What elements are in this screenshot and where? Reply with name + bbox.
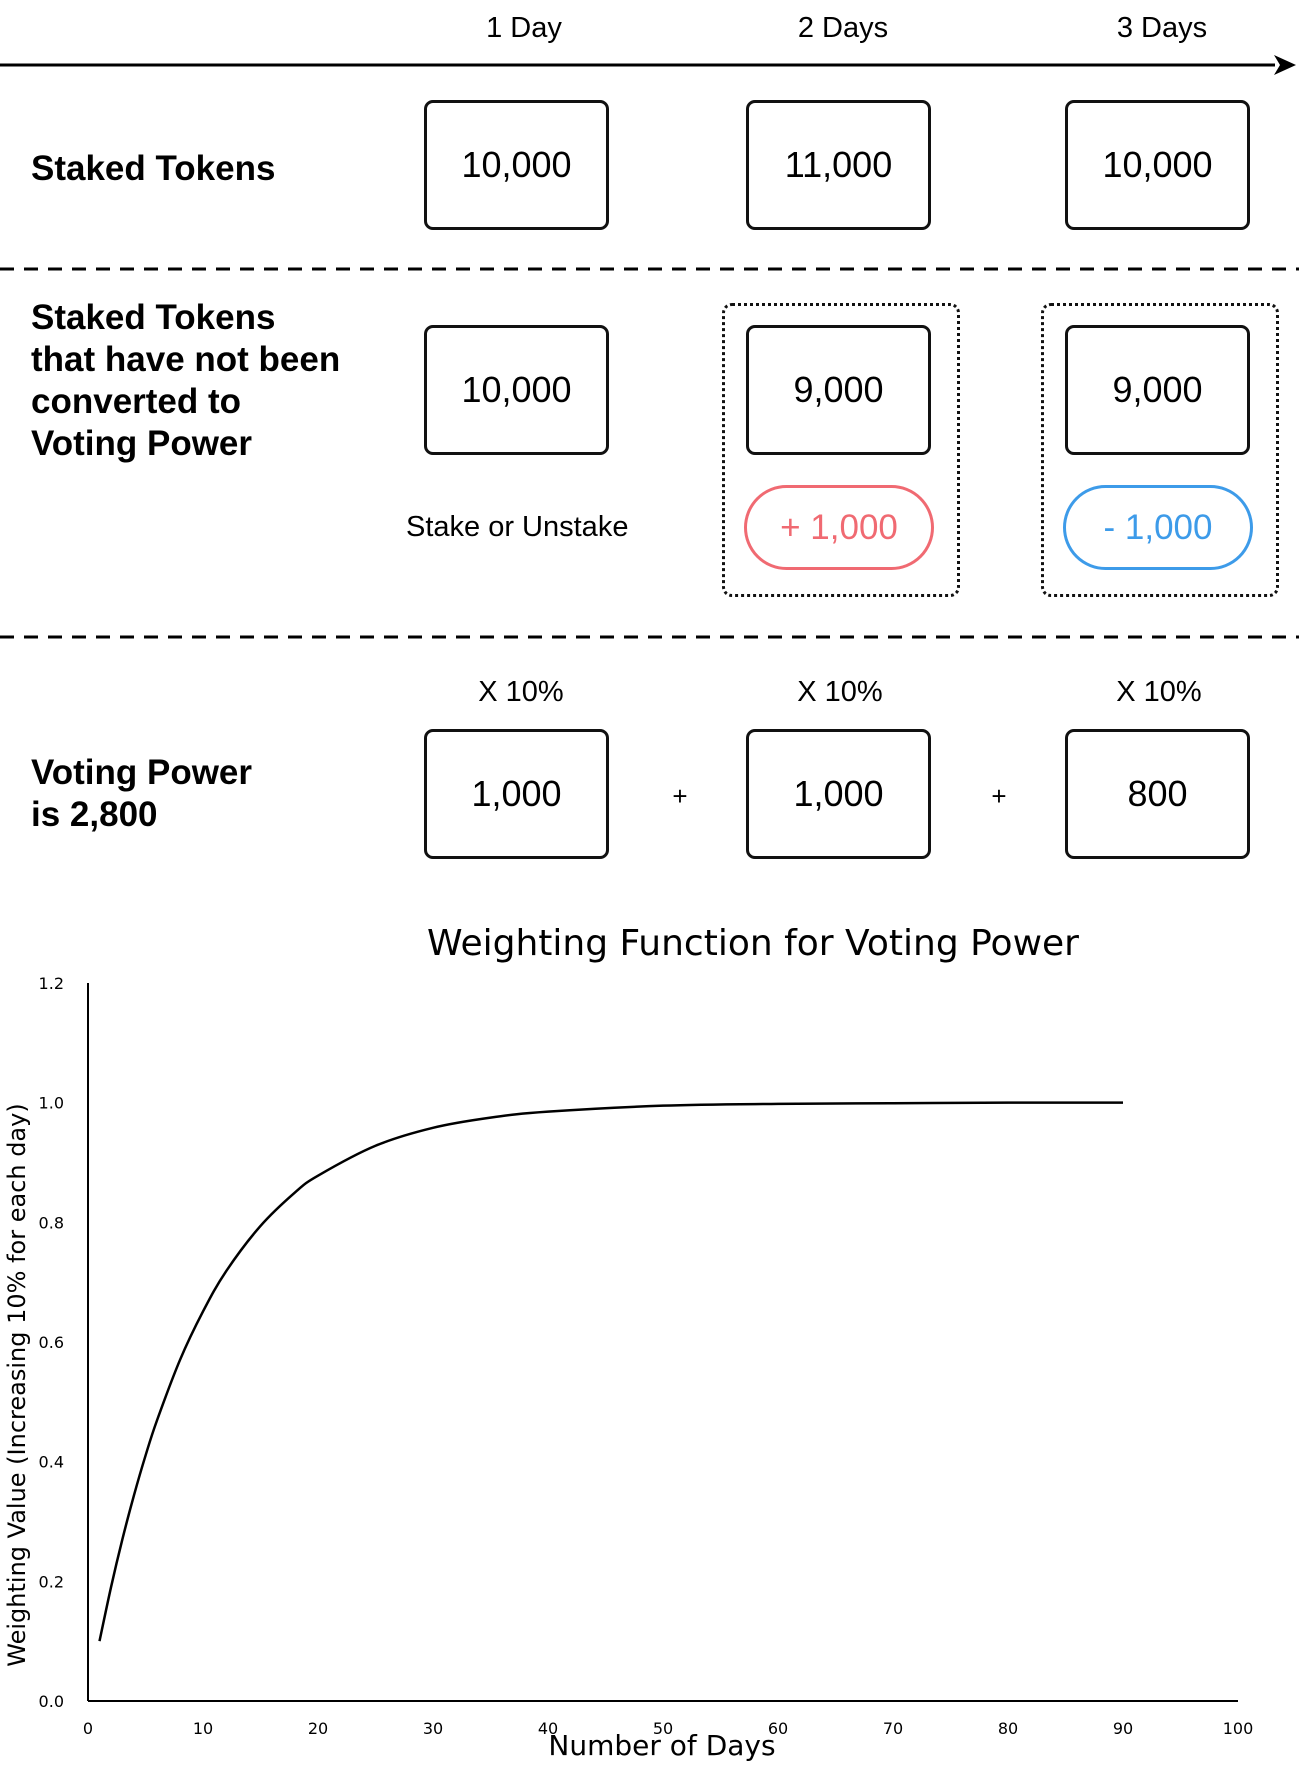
voting-box-day2: 1,000 [746,729,931,859]
chart-title: Weighting Function for Voting Power [427,923,1079,964]
day-label-3: 3 Days [1116,12,1208,44]
x-tick-label: 90 [1113,1719,1133,1738]
voting-title-line-2: is 2,800 [31,795,158,834]
unconverted-box-day3: 9,000 [1065,325,1250,455]
x-tick-label: 30 [423,1719,443,1738]
staked-box-day3: 10,000 [1065,100,1250,230]
x-tick-label: 100 [1223,1719,1254,1738]
y-tick-label: 0.2 [39,1572,64,1591]
unconverted-title-line-3: converted to [31,382,242,421]
y-tick-label: 0.6 [39,1333,64,1352]
y-tick-label: 1.0 [39,1094,64,1113]
staked-tokens-title: Staked Tokens [31,149,276,188]
x-tick-label: 70 [883,1719,903,1738]
multiplier-day3: X 10% [1116,676,1202,708]
day2-change-group [722,303,960,597]
x-tick-label: 20 [308,1719,328,1738]
x-tick-label: 60 [768,1719,788,1738]
day-label-2: 2 Days [797,12,889,44]
unconverted-tokens-title: Staked Tokens that have not been convert… [31,297,340,465]
unconverted-box-day1: 10,000 [424,325,609,455]
dashed-divider-1 [0,267,1299,271]
y-tick-label: 0.0 [39,1692,64,1711]
day3-change-group [1041,303,1279,597]
stake-or-unstake-label: Stake or Unstake [406,511,629,543]
plus-operator-2: + [991,781,1007,811]
multiplier-day2: X 10% [797,676,883,708]
unconverted-box-day2: 9,000 [746,325,931,455]
y-tick-label: 0.4 [39,1453,64,1472]
staked-box-day1: 10,000 [424,100,609,230]
x-tick-label: 0 [83,1719,93,1738]
weighting-function-chart: Weighting Function for Voting Power Weig… [3,923,1254,1762]
multiplier-day1: X 10% [478,676,564,708]
timeline-arrow [0,55,1296,75]
unstake-change-pill: - 1,000 [1063,485,1253,570]
y-tick-label: 0.8 [39,1213,64,1232]
x-tick-label: 10 [193,1719,213,1738]
x-tick-label: 50 [653,1719,673,1738]
weighting-curve-line [98,1101,1124,1642]
voting-title-line-1: Voting Power [31,753,253,792]
unconverted-title-line-1: Staked Tokens [31,298,276,337]
staked-box-day2: 11,000 [746,100,931,230]
y-axis-label: Weighting Value (Increasing 10% for each… [3,1103,31,1666]
voting-box-day3: 800 [1065,729,1250,859]
dashed-divider-2 [0,635,1299,639]
day-label-1: 1 Day [486,12,562,44]
stake-change-pill: + 1,000 [744,485,934,570]
x-tick-label: 80 [998,1719,1018,1738]
unconverted-title-line-2: that have not been [31,340,341,379]
plus-operator-1: + [672,781,688,811]
voting-power-title: Voting Power is 2,800 [31,752,252,836]
x-tick-label: 40 [538,1719,558,1738]
x-axis-label: Number of Days [548,1729,775,1762]
y-tick-label: 1.2 [39,974,64,993]
unconverted-title-line-4: Voting Power [31,424,253,463]
voting-box-day1: 1,000 [424,729,609,859]
